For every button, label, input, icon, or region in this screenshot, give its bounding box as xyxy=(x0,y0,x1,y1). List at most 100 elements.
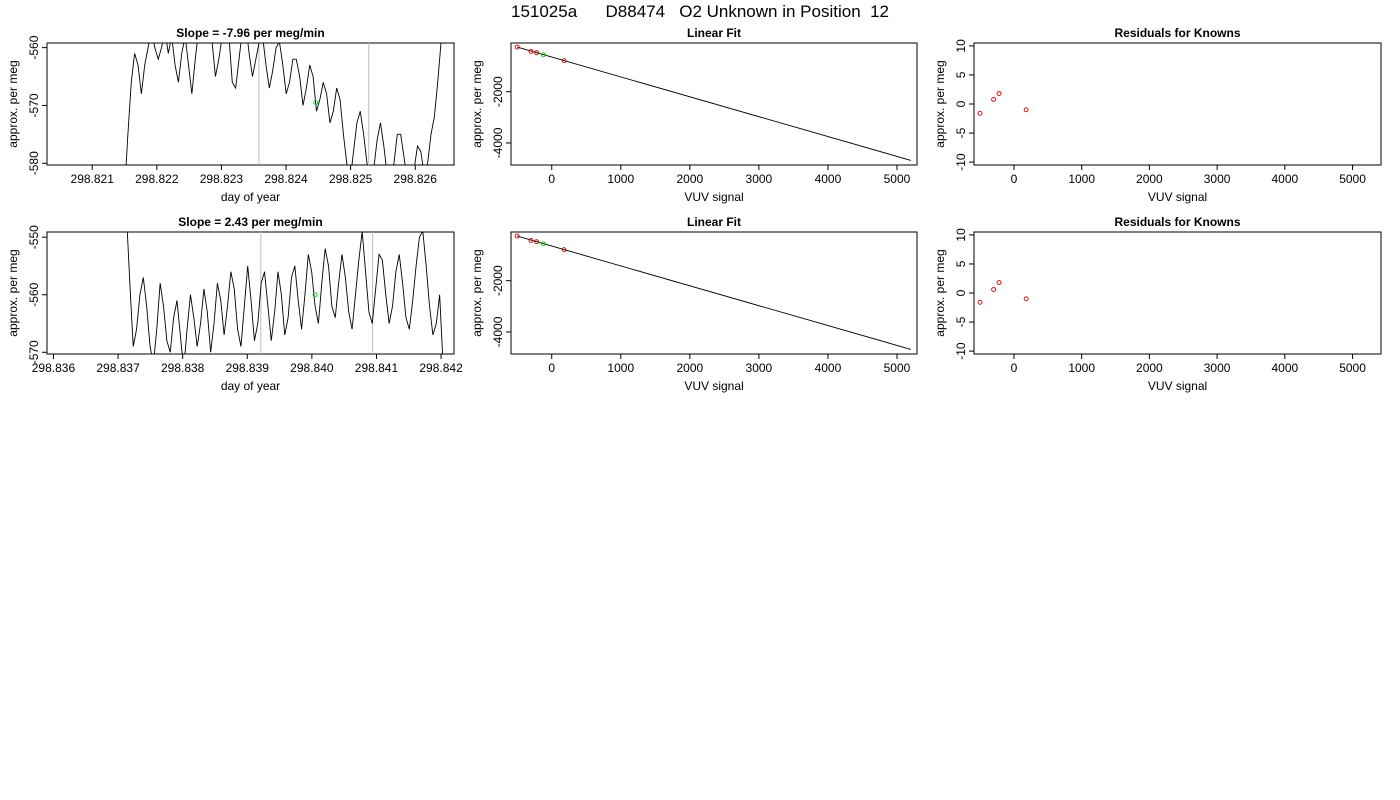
chart-panel-row2-residuals: Residuals for Knowns 0 1000 2000 3000 4000 500… xyxy=(933,215,1382,393)
chart-panel-row1-timeseries: Slope = -7.96 per meg/min 298.821 298.822 2… xyxy=(6,26,455,204)
plot-frame xyxy=(510,231,918,355)
x-tick-label: 298.840 xyxy=(290,361,334,375)
x-tick-label: 298.823 xyxy=(200,172,244,186)
x-tick-label: 5000 xyxy=(884,172,911,186)
y-tick-label: -4000 xyxy=(491,127,505,158)
panel-title: Residuals for Knowns xyxy=(1114,26,1240,40)
unknown-point xyxy=(541,52,546,58)
known-point xyxy=(534,50,539,56)
x-tick-label: 0 xyxy=(548,361,555,375)
x-tick-label: 298.822 xyxy=(135,172,179,186)
unknown-point xyxy=(312,292,318,298)
y-tick-label: 0 xyxy=(954,100,968,107)
known-point xyxy=(977,299,983,305)
known-point xyxy=(1023,107,1029,113)
y-tick-label: 5 xyxy=(954,71,968,78)
y-tick-label: -580 xyxy=(27,151,41,175)
chart-panel-row1-residuals: Residuals for Knowns 0 1000 2000 3000 4000 500… xyxy=(933,26,1382,204)
x-tick-label: 0 xyxy=(1011,172,1018,186)
y-tick-label: -560 xyxy=(27,282,41,306)
known-point xyxy=(528,238,534,243)
panel-title: Slope = 2.43 per meg/min xyxy=(178,215,322,229)
x-tick-label: 298.839 xyxy=(226,361,270,375)
y-tick-label: -550 xyxy=(27,225,41,249)
x-tick-label: 2000 xyxy=(1136,361,1163,375)
panel-title: Linear Fit xyxy=(687,215,741,229)
x-tick-label: 3000 xyxy=(1204,361,1231,375)
x-tick-label: 298.841 xyxy=(355,361,399,375)
x-tick-label: 4000 xyxy=(1271,361,1298,375)
x-axis-label: day of year xyxy=(221,379,280,393)
plot-frame xyxy=(973,231,1382,355)
y-tick-label: -5 xyxy=(954,127,968,138)
unknown-point xyxy=(313,100,319,106)
x-tick-label: 298.838 xyxy=(161,361,205,375)
y-axis-label: approx. per meg xyxy=(6,60,20,147)
x-axis-label: day of year xyxy=(221,190,280,204)
y-axis-label: approx. per meg xyxy=(470,249,484,336)
x-tick-label: 0 xyxy=(1011,361,1018,375)
x-tick-label: 298.825 xyxy=(329,172,373,186)
y-tick-label: -5 xyxy=(954,316,968,327)
y-tick-label: 10 xyxy=(954,228,968,242)
y-tick-label: -570 xyxy=(27,93,41,117)
plot-frame xyxy=(973,42,1382,166)
x-tick-label: 4000 xyxy=(815,361,842,375)
y-tick-label: -10 xyxy=(954,153,968,171)
unknown-point xyxy=(541,241,546,247)
x-tick-label: 298.821 xyxy=(71,172,115,186)
fit-line xyxy=(517,46,911,161)
x-tick-label: 298.836 xyxy=(32,361,76,375)
x-tick-label: 4000 xyxy=(1271,172,1298,186)
known-point xyxy=(514,233,520,239)
series-line xyxy=(125,43,442,165)
known-point xyxy=(514,44,520,50)
plot-frame xyxy=(510,42,918,166)
y-axis-label: approx. per meg xyxy=(933,60,947,147)
x-tick-label: 298.824 xyxy=(264,172,308,186)
x-axis-label: VUV signal xyxy=(684,190,743,204)
chart-panel-row2-linear-fit: Linear Fit 0 1000 2000 3000 4000 5000 -4000 -200… xyxy=(470,215,918,393)
y-tick-label: -560 xyxy=(27,35,41,59)
y-axis-label: approx. per meg xyxy=(470,60,484,147)
y-tick-label: -10 xyxy=(954,342,968,360)
series-line xyxy=(126,232,443,354)
x-axis-label: VUV signal xyxy=(1148,379,1207,393)
x-tick-label: 298.837 xyxy=(96,361,140,375)
plot-frame xyxy=(46,42,455,166)
y-tick-label: -570 xyxy=(27,340,41,364)
known-point xyxy=(977,110,983,116)
x-tick-label: 1000 xyxy=(1068,172,1095,186)
y-tick-label: 5 xyxy=(954,260,968,267)
x-tick-label: 5000 xyxy=(1339,172,1366,186)
x-tick-label: 1000 xyxy=(1068,361,1095,375)
chart-panel-row1-linear-fit: Linear Fit 0 1000 2000 3000 4000 5000 -4000 -200… xyxy=(470,26,918,204)
known-point xyxy=(991,287,997,292)
x-tick-label: 1000 xyxy=(607,361,634,375)
known-point xyxy=(528,49,534,54)
y-tick-label: 10 xyxy=(954,39,968,53)
x-tick-label: 2000 xyxy=(1136,172,1163,186)
y-axis-label: approx. per meg xyxy=(6,249,20,336)
x-tick-label: 3000 xyxy=(1204,172,1231,186)
page-title: 151025a D88474 O2 Unknown in Position 12 xyxy=(510,2,890,21)
panel-title: Linear Fit xyxy=(687,26,741,40)
x-tick-label: 3000 xyxy=(746,361,773,375)
x-tick-label: 2000 xyxy=(676,172,703,186)
x-tick-label: 298.842 xyxy=(419,361,463,375)
y-tick-label: 0 xyxy=(954,289,968,296)
y-tick-label: -2000 xyxy=(491,265,505,296)
panel-title: Slope = -7.96 per meg/min xyxy=(176,26,324,40)
x-tick-label: 5000 xyxy=(884,361,911,375)
y-tick-label: -4000 xyxy=(491,316,505,347)
x-tick-label: 1000 xyxy=(607,172,634,186)
x-tick-label: 298.826 xyxy=(394,172,438,186)
known-point xyxy=(561,247,567,253)
x-tick-label: 3000 xyxy=(746,172,773,186)
fit-line xyxy=(517,235,911,350)
known-point xyxy=(534,239,539,245)
x-tick-label: 0 xyxy=(548,172,555,186)
known-point xyxy=(561,58,567,64)
known-point xyxy=(996,91,1002,96)
